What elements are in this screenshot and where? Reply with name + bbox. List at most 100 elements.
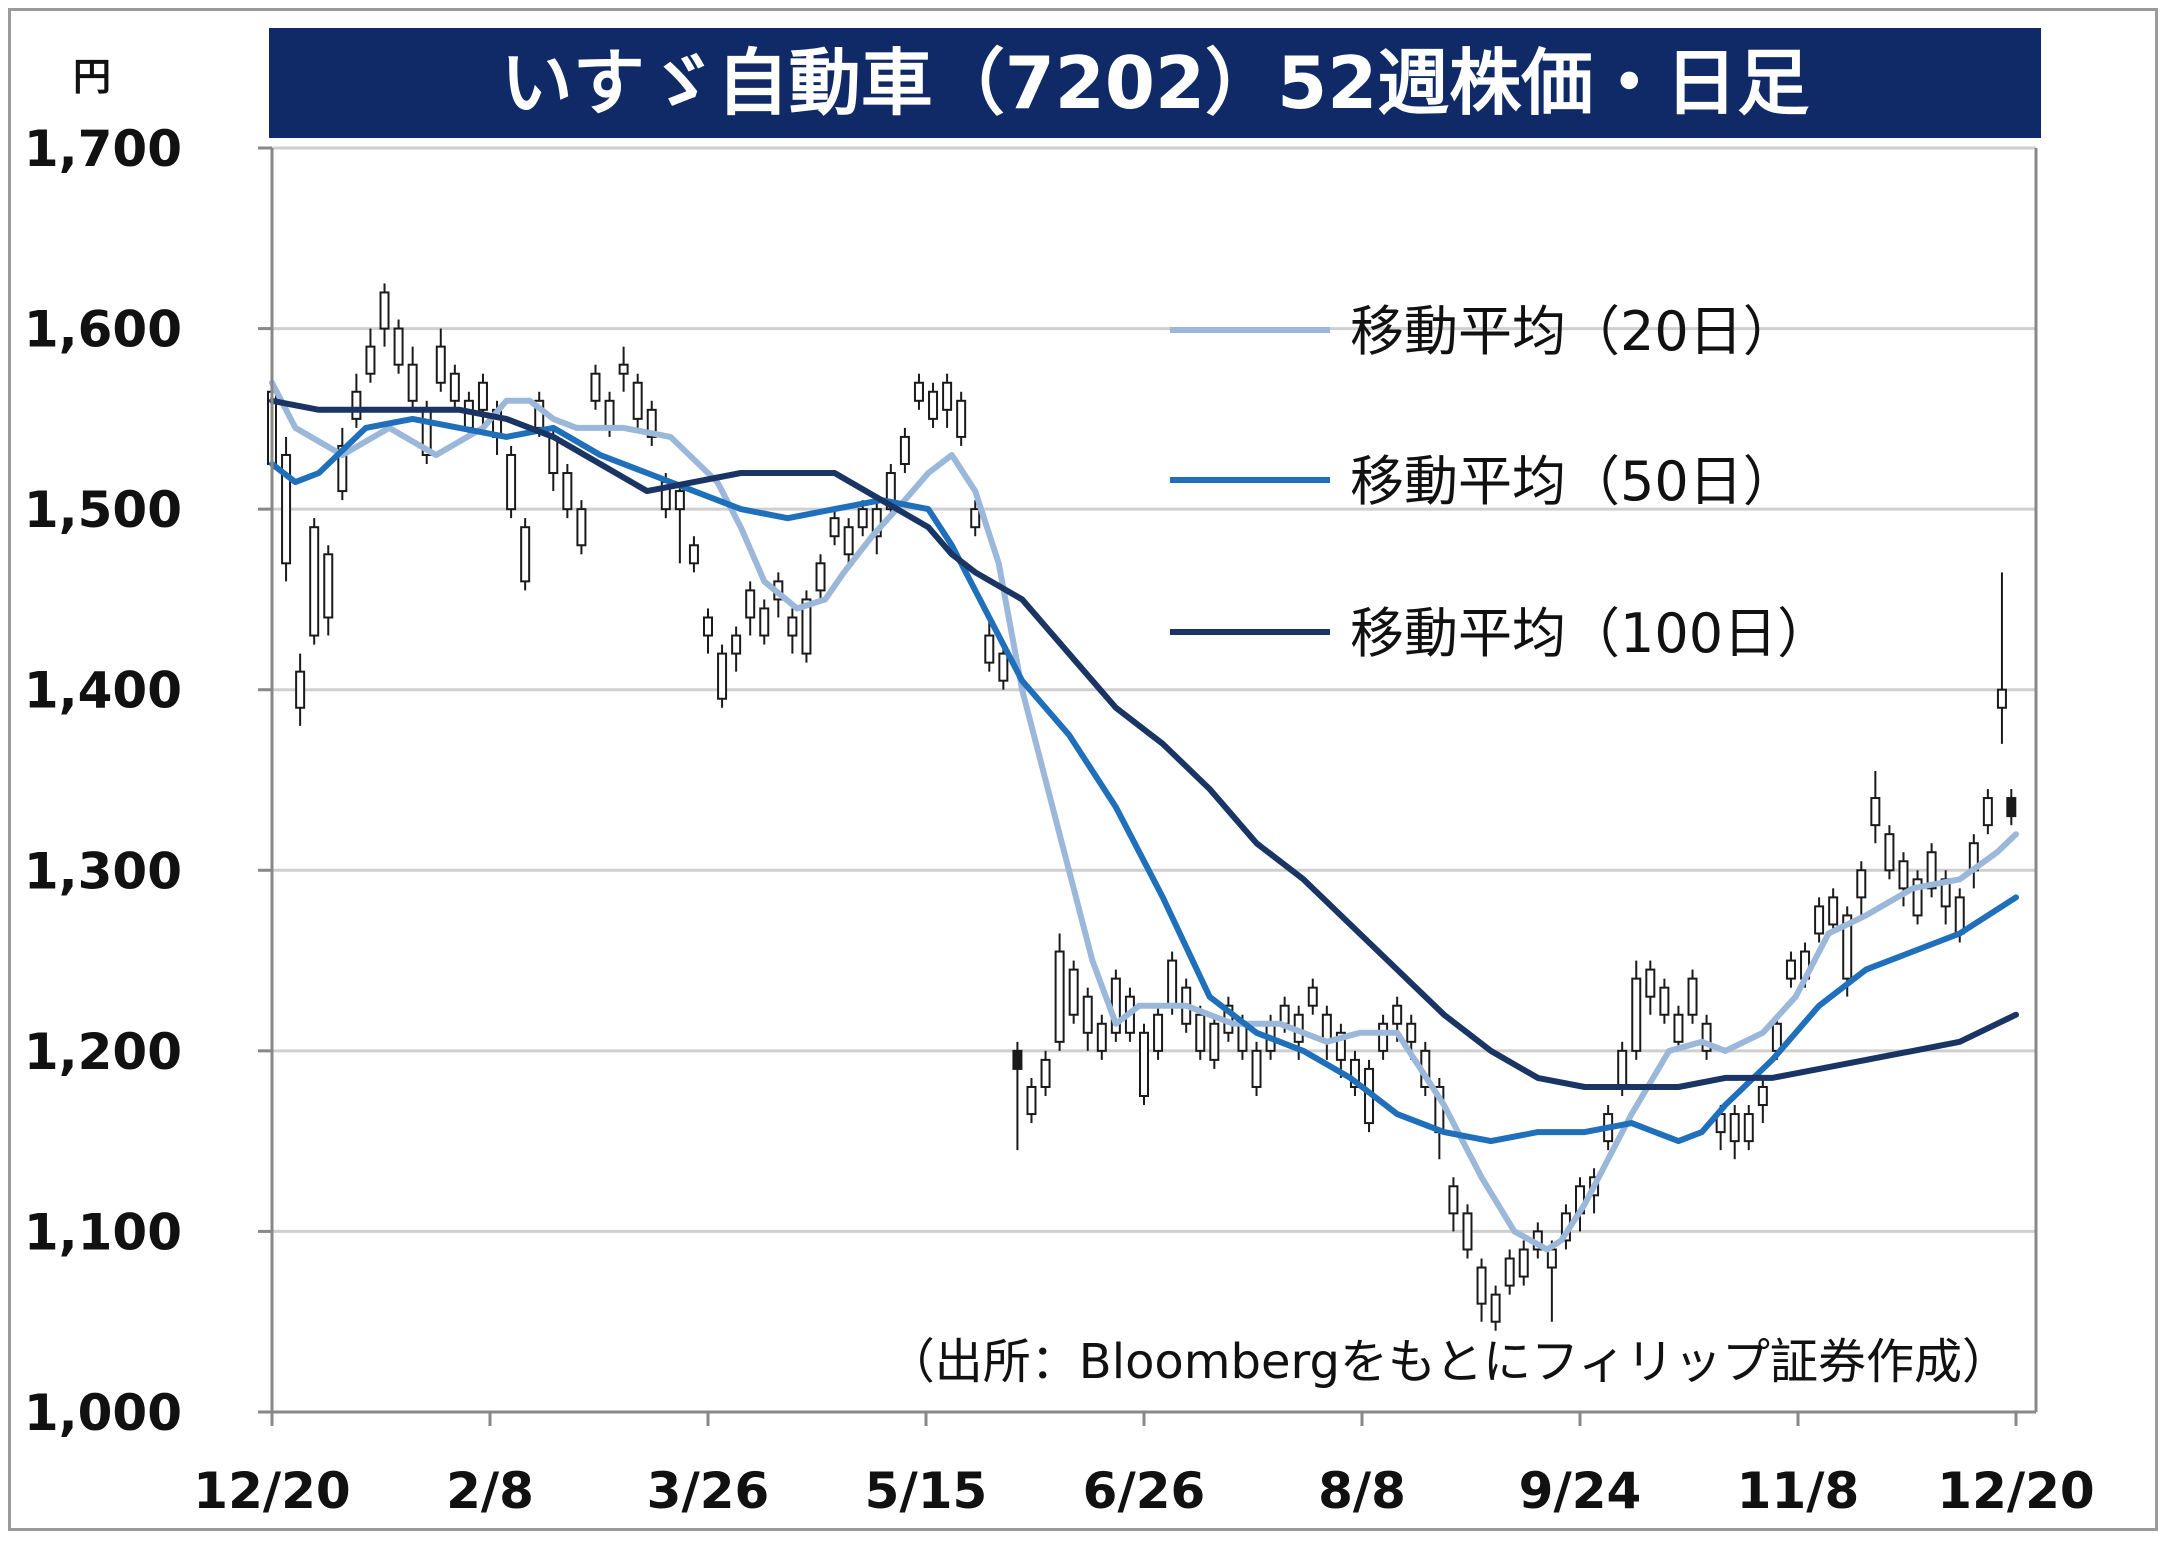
candle (1026, 1077, 1037, 1124)
candle (801, 590, 812, 663)
candle (1012, 1041, 1023, 1151)
candle (885, 464, 896, 519)
candle-body (365, 345, 376, 375)
candle (928, 382, 939, 428)
candle (1687, 969, 1698, 1024)
candle-body (1546, 1248, 1557, 1269)
x-tick-label: 8/8 (1318, 1462, 1406, 1520)
candle-body (1870, 797, 1881, 827)
candle-body (970, 508, 981, 529)
series-line-ma20 (269, 379, 2019, 1253)
candle (1673, 1005, 1684, 1051)
candle-body (295, 670, 306, 709)
candle (1856, 861, 1867, 916)
candle (1518, 1240, 1529, 1286)
candle-body (688, 544, 699, 565)
candle-body (913, 381, 924, 402)
candle-body (1617, 1049, 1628, 1088)
candle-body (745, 589, 756, 619)
legend-label-ma100: 移動平均（100日） (1350, 602, 1831, 665)
legend-label-ma50: 移動平均（50日） (1350, 450, 1797, 513)
candle-body (829, 517, 840, 538)
candle (1448, 1177, 1459, 1232)
x-tick-label: 12/20 (1937, 1462, 2094, 1520)
candle-body (857, 508, 868, 529)
candle-body (998, 652, 1009, 682)
x-tick-label: 6/26 (1083, 1462, 1206, 1520)
candle-body (1743, 1113, 1754, 1143)
candle (1139, 1023, 1149, 1106)
candle (703, 608, 713, 654)
y-tick-label: 1,700 (24, 120, 182, 178)
candle (1054, 933, 1065, 1051)
candle (942, 373, 953, 428)
y-tick-label: 1,300 (24, 842, 182, 900)
candle-body (1912, 878, 1923, 917)
candle (899, 427, 910, 474)
grid-lines (272, 146, 2036, 1233)
y-axis-unit: 円 (73, 55, 111, 99)
candle-body (351, 390, 362, 420)
candle (520, 518, 531, 591)
candle-body (1996, 688, 2007, 709)
candle (351, 373, 362, 428)
candle-body (337, 444, 348, 493)
candle (1884, 825, 1895, 880)
x-tick-label: 5/15 (865, 1462, 988, 1520)
candle (674, 482, 685, 564)
candle-body (646, 408, 657, 438)
candle-body (309, 526, 320, 637)
candle (1040, 1050, 1051, 1096)
candle-body (1096, 1022, 1107, 1052)
candle (1828, 888, 1839, 934)
candle (1209, 1014, 1220, 1069)
candle (1462, 1204, 1473, 1259)
candle-body (281, 453, 292, 565)
candle-body (956, 399, 967, 438)
candle-body (1139, 1031, 1149, 1098)
candle (815, 554, 826, 600)
candle (1490, 1285, 1501, 1331)
candle-body (1659, 986, 1670, 1016)
candle-body (562, 472, 573, 511)
candle (998, 644, 1009, 690)
candle (829, 509, 840, 546)
candle (1982, 789, 1993, 835)
candle (1659, 978, 1670, 1024)
candle (379, 283, 390, 347)
candle (1912, 870, 1923, 925)
candle-body (1406, 1022, 1417, 1043)
candle (590, 364, 601, 410)
candle-body (1012, 1049, 1023, 1070)
candle-body (2006, 797, 2017, 818)
candle-body (1153, 1013, 1164, 1052)
candle (323, 545, 334, 636)
legend: 移動平均（20日） 移動平均（50日） 移動平均（100日） (1170, 300, 1831, 665)
candle-body (1054, 950, 1065, 1043)
candle (477, 373, 488, 428)
candle-body (576, 508, 587, 547)
x-tick-label: 3/26 (647, 1462, 770, 1520)
x-tick-label: 12/20 (193, 1462, 350, 1520)
title-bar (269, 28, 2041, 138)
candle (913, 373, 924, 410)
candle-body (1279, 1004, 1290, 1025)
candle-body (1167, 959, 1178, 1007)
candle (1645, 960, 1656, 1015)
candle-body (1251, 1049, 1262, 1088)
candle (1757, 1077, 1768, 1124)
candle (843, 518, 854, 564)
candle-body (1392, 1004, 1403, 1025)
candle (1153, 1005, 1164, 1060)
y-tick-label: 1,500 (24, 481, 182, 539)
candle (1096, 1014, 1107, 1060)
y-tick-label: 1,400 (24, 662, 182, 720)
candle-body (1856, 869, 1867, 899)
candle (1701, 1014, 1712, 1060)
candle (1631, 960, 1642, 1060)
candle-body (449, 372, 460, 402)
candle (1195, 1005, 1206, 1060)
candle-body (1645, 968, 1656, 998)
candle-body (1378, 1022, 1389, 1052)
candle (1743, 1105, 1754, 1151)
